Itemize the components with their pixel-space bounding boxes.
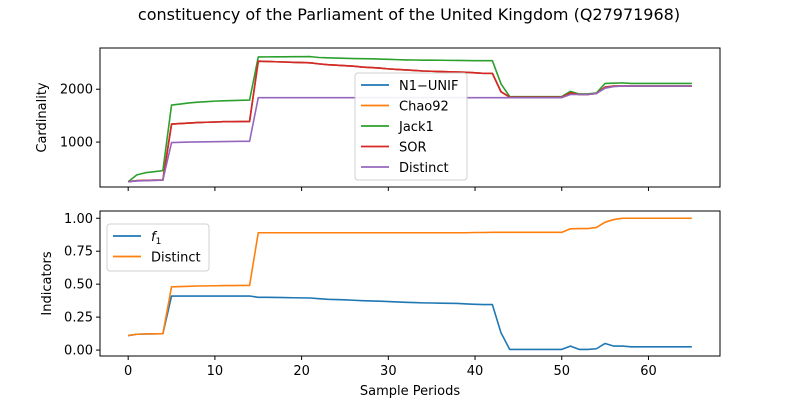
legend: f1 Distinct	[106, 223, 210, 272]
legend-entry: N1−UNIF	[399, 79, 458, 94]
y-tick-label: 2000	[60, 83, 93, 98]
legend-entry: Chao92	[399, 100, 449, 115]
x-tick-label: 20	[293, 364, 310, 379]
legend-entry: Distinct	[151, 251, 201, 266]
y-tick-label: 1000	[60, 136, 93, 151]
x-tick-label: 0	[124, 364, 132, 379]
y-tick-label: 1.00	[64, 212, 93, 227]
series-line-distinct	[128, 217, 692, 337]
series-line-jack1	[127, 55, 692, 183]
y-axis-label: Cardinality	[35, 82, 50, 153]
y-axis-label: Indicators	[40, 251, 55, 315]
x-tick-label: 30	[380, 364, 397, 379]
y-tick-label: 0.00	[64, 344, 93, 359]
y-tick-label: 0.75	[64, 245, 93, 260]
axes-frame	[99, 210, 721, 357]
series-line-f1	[128, 295, 692, 351]
x-axis-label: Sample Periods	[360, 384, 460, 399]
x-tick-label: 10	[207, 364, 224, 379]
x-tick-label: 40	[467, 364, 484, 379]
panel-top-cardinality: 1000 2000 Cardinality N1−UNIF Chao92 Jack1 SOR…	[35, 47, 721, 191]
legend-entry: Distinct	[399, 161, 449, 176]
y-tick-label: 0.25	[64, 311, 93, 326]
x-tick-label: 50	[553, 364, 570, 379]
legend-entry: SOR	[399, 141, 427, 156]
y-tick-label: 0.50	[64, 278, 93, 293]
legend: N1−UNIF Chao92 Jack1 SOR Distinct	[354, 72, 468, 181]
legend-entry: f1	[151, 230, 161, 247]
legend-entry: Jack1	[398, 120, 434, 135]
figure-title: constituency of the Parliament of the Un…	[138, 5, 680, 24]
legend-box	[354, 72, 468, 181]
x-tick-label: 60	[640, 364, 657, 379]
panel-bottom-indicators: 0 10 20 30 40 50 60 0.00 0.25 0.50 0.75 1.00 Indicat…	[40, 210, 721, 399]
axes-frame	[99, 47, 721, 188]
